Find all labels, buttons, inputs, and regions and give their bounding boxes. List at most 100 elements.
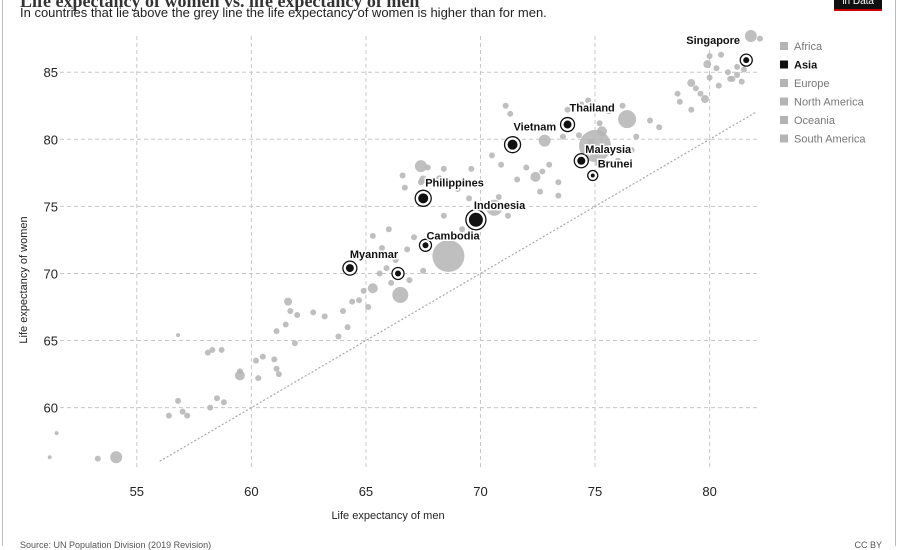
- data-point-68: [378, 244, 385, 251]
- data-point-69: [369, 232, 376, 239]
- data-point-52: [454, 185, 461, 192]
- x-axis-ticks: 55 60 65 70 75 80: [130, 484, 717, 499]
- data-point-112: [165, 412, 172, 419]
- data-point-13: [674, 90, 681, 97]
- data-point-26: [614, 157, 621, 164]
- data-point-44: [507, 110, 514, 117]
- data-point-17: [579, 130, 612, 163]
- y-tick-70: 70: [44, 266, 58, 281]
- data-point-63: [472, 180, 479, 187]
- data-point-80: [344, 324, 351, 331]
- data-point-32: [538, 134, 551, 147]
- annotation-cambodia: Cambodia: [426, 230, 480, 242]
- data-point-73: [376, 270, 383, 277]
- source-note: Source: UN Population Division (2019 Rev…: [20, 540, 212, 550]
- data-point-43: [502, 102, 509, 109]
- data-point-114: [110, 451, 123, 464]
- asia-point-6: [468, 212, 483, 227]
- asia-point-2: [507, 139, 518, 150]
- data-point-22: [647, 117, 654, 124]
- data-point-36: [537, 188, 544, 195]
- annotation-singapore: Singapore: [686, 35, 740, 47]
- data-point-94: [291, 340, 298, 347]
- data-point-96: [259, 353, 266, 360]
- data-point-20: [605, 108, 612, 115]
- chart-subtitle: In countries that lie above the grey lin…: [20, 5, 547, 20]
- data-point-65: [411, 234, 418, 241]
- data-point-64: [432, 240, 465, 273]
- license-note: CC BY: [854, 540, 882, 550]
- data-point-70: [385, 226, 392, 233]
- data-point-121: [740, 66, 747, 73]
- y-tick-75: 75: [44, 199, 58, 214]
- chart-title: Life expectancy of women vs. life expect…: [20, 0, 420, 11]
- data-point-47: [585, 97, 592, 104]
- data-point-33: [546, 161, 553, 168]
- data-point-24: [656, 124, 663, 131]
- annotation-myanmar: Myanmar: [350, 249, 399, 261]
- annotation-malaysia: Malaysia: [585, 144, 632, 156]
- asia-point-3: [577, 156, 586, 165]
- data-point-12: [697, 90, 704, 97]
- data-point-23: [633, 133, 640, 140]
- data-point-49: [539, 168, 546, 175]
- data-point-25: [628, 147, 635, 154]
- data-point-79: [340, 308, 347, 315]
- data-point-55: [459, 226, 466, 233]
- asia-point-5: [418, 193, 429, 204]
- data-point-27: [595, 159, 604, 168]
- data-point-113: [184, 412, 191, 419]
- legend-label-1: Asia: [794, 60, 818, 72]
- data-point-48: [555, 179, 562, 186]
- legend-swatch-2: [780, 79, 788, 87]
- data-point-21: [619, 102, 626, 109]
- legend-swatch-0: [780, 42, 788, 50]
- data-point-102: [234, 370, 245, 381]
- data-point-89: [284, 297, 293, 306]
- data-point-45: [564, 106, 571, 113]
- legend-label-4: Oceania: [794, 115, 836, 127]
- data-point-106: [176, 333, 181, 338]
- data-point-46: [578, 101, 585, 108]
- asia-point-1: [563, 120, 572, 129]
- data-point-31: [559, 133, 566, 140]
- data-point-16: [701, 95, 710, 104]
- asia-point-8: [345, 264, 354, 273]
- data-point-118: [729, 75, 736, 82]
- data-point-120: [715, 82, 722, 89]
- annotation-thailand: Thailand: [570, 103, 615, 115]
- data-point-117: [47, 455, 52, 460]
- brand-logo: in Data: [834, 0, 882, 11]
- data-point-39: [498, 161, 505, 168]
- data-point-82: [321, 313, 328, 320]
- data-point-90: [287, 308, 294, 315]
- data-point-14: [688, 106, 695, 113]
- x-tick-75: 75: [588, 484, 602, 499]
- asia-point-9: [395, 270, 401, 277]
- data-point-19: [596, 126, 607, 137]
- x-tick-65: 65: [359, 484, 373, 499]
- data-point-51: [466, 195, 473, 202]
- data-point-76: [356, 297, 363, 304]
- y-axis-label: Life expectancy of women: [18, 216, 30, 343]
- data-point-8: [738, 78, 745, 85]
- data-point-66: [404, 246, 411, 253]
- data-point-40: [488, 152, 495, 159]
- y-tick-85: 85: [44, 65, 58, 80]
- data-point-93: [273, 328, 280, 335]
- data-point-3: [734, 63, 741, 70]
- data-point-110: [179, 408, 186, 415]
- data-point-34: [530, 171, 541, 182]
- data-point-57: [436, 175, 443, 182]
- y-tick-60: 60: [44, 401, 58, 416]
- data-point-56: [440, 212, 447, 219]
- legend-label-5: South America: [794, 134, 866, 146]
- parity-line: [159, 111, 756, 462]
- data-point-61: [399, 172, 406, 179]
- data-point-75: [365, 304, 372, 311]
- data-point-111: [175, 397, 182, 404]
- data-point-30: [576, 132, 582, 139]
- data-point-9: [734, 71, 741, 78]
- data-point-38: [514, 176, 521, 183]
